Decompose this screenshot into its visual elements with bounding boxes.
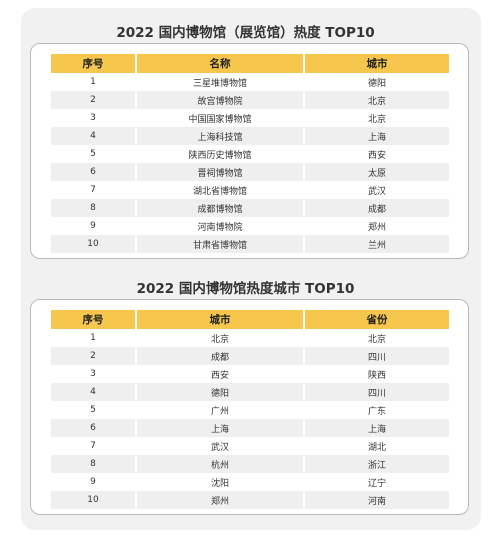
rank-cell: 2: [51, 347, 137, 365]
museum-name-cell: 中国国家博物馆: [136, 109, 305, 127]
rank-cell: 2: [51, 91, 137, 109]
city-cell: 德阳: [136, 383, 305, 401]
museum-ranking-card: 序号 名称 城市 1 三星堆博物馆 德阳 2 故宫博物院 北京 3 中国国家博物馆 北京 4 上海科…: [30, 43, 469, 259]
province-cell: 四川: [304, 347, 449, 365]
table-row: 2 故宫博物院 北京: [51, 91, 449, 109]
table-row: 6 上海 上海: [51, 419, 449, 437]
header-province: 省份: [304, 310, 449, 329]
city-cell: 郑州: [136, 491, 305, 509]
city-cell: 武汉: [304, 181, 449, 199]
city-cell: 上海: [136, 419, 305, 437]
table-row: 8 杭州 浙江: [51, 455, 449, 473]
table-row: 6 晋祠博物馆 太原: [51, 163, 449, 181]
city-ranking-card: 序号 城市 省份 1 北京 北京 2 成都 四川 3 西安 陕西 4 德阳 四川 5 广州 广东 6 上海 上海 7…: [30, 299, 469, 515]
province-cell: 辽宁: [304, 473, 449, 491]
header-rank: 序号: [51, 310, 137, 329]
rank-cell: 4: [51, 383, 137, 401]
rank-cell: 8: [51, 199, 137, 217]
museum-name-cell: 上海科技馆: [136, 127, 305, 145]
rank-cell: 6: [51, 163, 137, 181]
city-cell: 德阳: [304, 73, 449, 91]
table-row: 10 甘肃省博物馆 兰州: [51, 235, 449, 253]
table-header-row: 序号 名称 城市: [51, 54, 449, 73]
city-cell: 广州: [136, 401, 305, 419]
rank-cell: 9: [51, 217, 137, 235]
rank-cell: 10: [51, 491, 137, 509]
city-ranking-table: 序号 城市 省份 1 北京 北京 2 成都 四川 3 西安 陕西 4 德阳 四川 5 广州 广东 6 上海 上海 7…: [51, 310, 449, 509]
rank-cell: 3: [51, 109, 137, 127]
table-row: 4 德阳 四川: [51, 383, 449, 401]
museum-name-cell: 湖北省博物馆: [136, 181, 305, 199]
city-cell: 西安: [304, 145, 449, 163]
rank-cell: 9: [51, 473, 137, 491]
province-cell: 上海: [304, 419, 449, 437]
city-cell: 成都: [136, 347, 305, 365]
table-row: 9 沈阳 辽宁: [51, 473, 449, 491]
rank-cell: 6: [51, 419, 137, 437]
table-row: 2 成都 四川: [51, 347, 449, 365]
rank-cell: 1: [51, 73, 137, 91]
city-cell: 太原: [304, 163, 449, 181]
museum-name-cell: 故宫博物院: [136, 91, 305, 109]
header-name: 名称: [136, 54, 305, 73]
museum-name-cell: 陕西历史博物馆: [136, 145, 305, 163]
city-cell: 郑州: [304, 217, 449, 235]
city-cell: 杭州: [136, 455, 305, 473]
museum-ranking-table: 序号 名称 城市 1 三星堆博物馆 德阳 2 故宫博物院 北京 3 中国国家博物馆 北京 4 上海科…: [51, 54, 449, 253]
museum-name-cell: 晋祠博物馆: [136, 163, 305, 181]
rank-cell: 7: [51, 181, 137, 199]
rank-cell: 3: [51, 365, 137, 383]
rank-cell: 10: [51, 235, 137, 253]
province-cell: 河南: [304, 491, 449, 509]
city-ranking-title: 2022 国内博物馆热度城市 TOP10: [136, 281, 355, 297]
table-row: 10 郑州 河南: [51, 491, 449, 509]
city-cell: 武汉: [136, 437, 305, 455]
rank-cell: 7: [51, 437, 137, 455]
province-cell: 广东: [304, 401, 449, 419]
province-cell: 陕西: [304, 365, 449, 383]
table-row: 1 北京 北京: [51, 329, 449, 347]
table-row: 7 湖北省博物馆 武汉: [51, 181, 449, 199]
city-cell: 沈阳: [136, 473, 305, 491]
rank-cell: 4: [51, 127, 137, 145]
city-cell: 西安: [136, 365, 305, 383]
table-row: 3 西安 陕西: [51, 365, 449, 383]
city-cell: 北京: [136, 329, 305, 347]
city-cell: 上海: [304, 127, 449, 145]
rank-cell: 1: [51, 329, 137, 347]
header-city: 城市: [136, 310, 305, 329]
rank-cell: 8: [51, 455, 137, 473]
province-cell: 湖北: [304, 437, 449, 455]
museum-name-cell: 三星堆博物馆: [136, 73, 305, 91]
museum-ranking-title: 2022 国内博物馆（展览馆）热度 TOP10: [116, 25, 375, 41]
table-row: 5 广州 广东: [51, 401, 449, 419]
header-city: 城市: [304, 54, 449, 73]
city-cell: 北京: [304, 91, 449, 109]
city-cell: 兰州: [304, 235, 449, 253]
table-row: 1 三星堆博物馆 德阳: [51, 73, 449, 91]
table-row: 8 成都博物馆 成都: [51, 199, 449, 217]
header-rank: 序号: [51, 54, 137, 73]
table-row: 5 陕西历史博物馆 西安: [51, 145, 449, 163]
museum-name-cell: 成都博物馆: [136, 199, 305, 217]
province-cell: 北京: [304, 329, 449, 347]
table-header-row: 序号 城市 省份: [51, 310, 449, 329]
table-row: 7 武汉 湖北: [51, 437, 449, 455]
province-cell: 浙江: [304, 455, 449, 473]
province-cell: 四川: [304, 383, 449, 401]
table-row: 4 上海科技馆 上海: [51, 127, 449, 145]
rank-cell: 5: [51, 401, 137, 419]
rank-cell: 5: [51, 145, 137, 163]
museum-name-cell: 甘肃省博物馆: [136, 235, 305, 253]
city-cell: 成都: [304, 199, 449, 217]
table-row: 9 河南博物院 郑州: [51, 217, 449, 235]
museum-name-cell: 河南博物院: [136, 217, 305, 235]
city-cell: 北京: [304, 109, 449, 127]
table-row: 3 中国国家博物馆 北京: [51, 109, 449, 127]
